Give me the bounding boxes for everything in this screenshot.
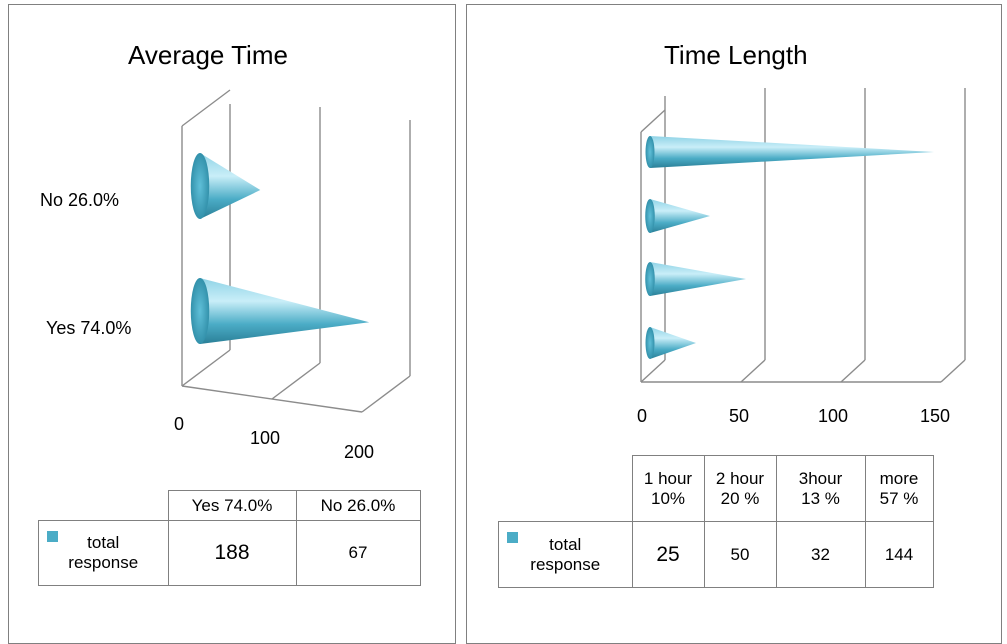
time-length-title: Time Length: [664, 40, 808, 70]
table-cell-value: 67: [295, 520, 421, 586]
table-column-header: No 26.0%: [295, 490, 421, 521]
side-wall-top: [181, 89, 231, 127]
table-cell-value: 50: [703, 521, 777, 588]
table-column-header: more 57 %: [864, 455, 934, 522]
floor-gridline: [181, 349, 231, 387]
table-cell-value: 32: [775, 521, 866, 588]
cone-no-base: [190, 153, 210, 219]
legend-swatch: [507, 532, 518, 543]
floor-gridline: [840, 359, 866, 383]
table-column-header: 3hour 13 %: [775, 455, 866, 522]
table-cell-value: 188: [167, 520, 297, 586]
x-tick-label: 0: [174, 414, 185, 434]
x-tick-label: 200: [344, 442, 375, 462]
cone-1-base: [645, 262, 655, 296]
floor-gridline: [740, 359, 766, 383]
legend-row-label: total response: [498, 521, 633, 588]
cone-3: [650, 136, 934, 168]
x-tick-label: 50: [729, 406, 750, 426]
table-column-header: Yes 74.0%: [167, 490, 297, 521]
time-length-cones: [645, 136, 934, 359]
floor-gridline: [940, 359, 966, 383]
cone-yes-base: [190, 278, 210, 344]
x-tick-label: 150: [920, 406, 951, 426]
table-cell-value: 144: [864, 521, 934, 588]
cone-3-base: [645, 136, 655, 168]
cone-yes: [200, 278, 370, 344]
average-time-cones: [190, 153, 370, 344]
table-column-header: 2 hour 20 %: [703, 455, 777, 522]
category-label-yes: Yes 74.0%: [46, 318, 132, 338]
cone-0-base: [645, 327, 655, 359]
x-tick-label: 100: [818, 406, 849, 426]
average-time-data-table: Yes 74.0% No 26.0% total response 188 67: [38, 490, 421, 586]
table-column-header: 1 hour 10%: [631, 455, 705, 522]
cone-2: [650, 199, 710, 233]
category-label-no: No 26.0%: [40, 190, 120, 210]
side-wall-top: [640, 109, 666, 133]
cone-1: [650, 262, 746, 296]
x-tick-label: 0: [637, 406, 648, 426]
cone-no: [200, 153, 261, 219]
cone-2-base: [645, 199, 655, 233]
floor-gridline: [640, 359, 666, 383]
charts-plot-area: [181, 88, 966, 413]
table-cell-value: 25: [631, 521, 705, 588]
x-tick-label: 100: [250, 428, 281, 448]
time-length-data-table: 1 hour 10% 2 hour 20 % 3hour 13 % more 5…: [498, 455, 934, 588]
average-time-axis-frame: [181, 89, 411, 413]
time-length-axis-frame: [640, 88, 966, 383]
legend-swatch: [47, 531, 58, 542]
legend-row-label: total response: [38, 520, 169, 586]
average-time-title: Average Time: [128, 40, 288, 70]
cone-0: [650, 327, 696, 359]
floor-front-edge: [181, 385, 363, 413]
floor-gridline: [271, 362, 321, 400]
floor-gridline: [361, 375, 411, 413]
